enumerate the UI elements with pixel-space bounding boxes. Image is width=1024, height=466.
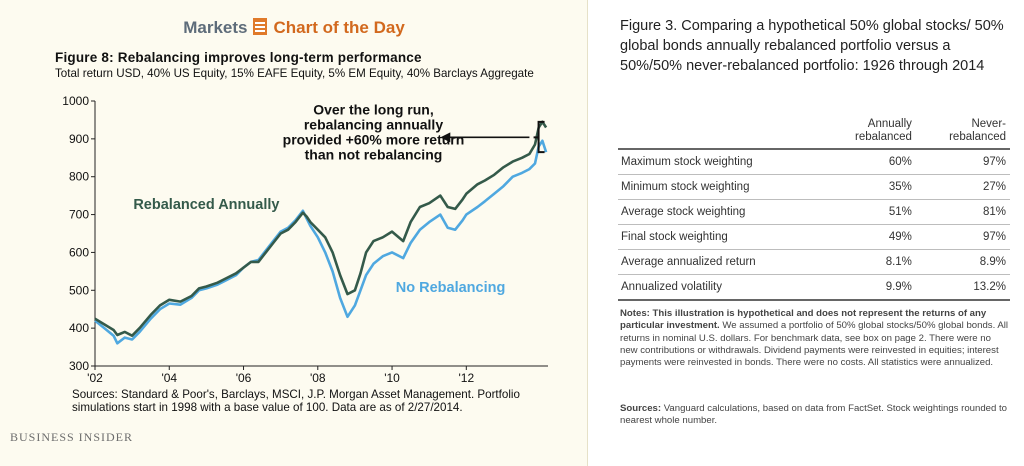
y-tick-label: 500 xyxy=(69,283,89,297)
table-sources: Sources: Vanguard calculations, based on… xyxy=(620,403,1010,428)
row-label: Final stock weighting xyxy=(618,224,822,250)
chart-title: Figure 8: Rebalancing improves long-term… xyxy=(55,50,422,65)
row-label: Average stock weighting xyxy=(618,199,822,225)
notes-text: We assumed a portfolio of 50% global sto… xyxy=(620,320,1009,369)
row-never-value: 27% xyxy=(915,174,1010,200)
comparison-table: Annually rebalanced Never-rebalanced Maxi… xyxy=(618,112,1010,301)
no-rebalancing-label: No Rebalancing xyxy=(396,280,506,296)
chart-sources: Sources: Standard & Poor's, Barclays, MS… xyxy=(72,388,520,414)
sources-text: Vanguard calculations, based on data fro… xyxy=(620,403,1008,427)
series-no-rebalancing-line xyxy=(94,139,548,345)
row-annual-value: 60% xyxy=(821,149,916,175)
y-tick-label: 900 xyxy=(69,132,89,146)
row-label: Average annualized return xyxy=(618,249,822,275)
table-row: Minimum stock weighting 35% 27% xyxy=(618,174,1010,200)
row-annual-value: 49% xyxy=(821,224,916,250)
callout-line: Over the long run, xyxy=(313,101,434,117)
x-tick-label: '02 xyxy=(87,371,103,385)
callout-line: than not rebalancing xyxy=(305,146,443,162)
header-blank xyxy=(618,112,822,150)
row-never-value: 81% xyxy=(915,199,1010,225)
line-chart: 300 400 500 600 700 800 900 1000 '02 '04 '06 '08 '10… xyxy=(62,94,548,385)
callout-arrowhead xyxy=(440,132,451,143)
row-annual-value: 8.1% xyxy=(821,249,916,275)
row-label: Annualized volatility xyxy=(618,274,822,301)
chart-of-the-day-header: Markets Chart of the Day xyxy=(0,18,588,38)
business-insider-logo: BUSINESS INSIDER xyxy=(10,430,134,444)
row-annual-value: 51% xyxy=(821,199,916,225)
header-never-rebalanced: Never-rebalanced xyxy=(915,112,1010,150)
calendar-icon xyxy=(253,18,268,35)
callout-line: rebalancing annually xyxy=(304,116,443,132)
chart-subtitle: Total return USD, 40% US Equity, 15% EAF… xyxy=(55,67,534,80)
y-tick-label: 700 xyxy=(69,208,89,222)
chart-axes: 300 400 500 600 700 800 900 1000 '02 '04 '06 '08 '10… xyxy=(62,94,548,385)
table-notes: Notes: This illustration is hypothetical… xyxy=(620,308,1010,369)
x-tick-label: '08 xyxy=(310,371,326,385)
y-tick-label: 1000 xyxy=(62,94,89,108)
y-tick-label: 800 xyxy=(69,170,89,184)
rebalanced-annually-label: Rebalanced Annually xyxy=(133,197,279,213)
row-never-value: 8.9% xyxy=(915,249,1010,275)
y-tick-label: 400 xyxy=(69,321,89,335)
row-annual-value: 9.9% xyxy=(821,274,916,301)
markets-label: Markets xyxy=(183,18,248,37)
chart-of-the-day-label: Chart of the Day xyxy=(273,18,405,37)
series-layer xyxy=(94,120,548,345)
table-row: Maximum stock weighting 60% 97% xyxy=(618,149,1010,175)
sources-bold: Sources: xyxy=(620,403,662,414)
y-tick-label: 300 xyxy=(69,359,89,373)
callout-line: provided +60% more return xyxy=(283,131,465,147)
row-never-value: 97% xyxy=(915,149,1010,175)
x-tick-label: '10 xyxy=(384,371,400,385)
notes-bold: Notes: This illustration is hypothetical… xyxy=(620,308,987,332)
x-tick-label: '04 xyxy=(161,371,177,385)
y-tick-label: 600 xyxy=(69,245,89,259)
header-annually-rebalanced: Annually rebalanced xyxy=(821,112,916,150)
annotation-layer: Rebalanced Annually No Rebalancing Over th… xyxy=(133,101,545,296)
table-row: Annualized volatility 9.9% 13.2% xyxy=(618,274,1010,301)
series-rebalanced-line xyxy=(94,120,548,338)
table-row: Final stock weighting 49% 97% xyxy=(618,224,1010,250)
x-tick-label: '06 xyxy=(236,371,252,385)
row-label: Maximum stock weighting xyxy=(618,149,822,175)
difference-bracket xyxy=(533,120,545,154)
chart-panel: Markets Chart of the Day Figure 8: Rebala… xyxy=(0,0,588,466)
table-header-row: Annually rebalanced Never-rebalanced xyxy=(618,112,1010,150)
table-caption: Figure 3. Comparing a hypothetical 50% g… xyxy=(620,18,1004,74)
row-never-value: 97% xyxy=(915,224,1010,250)
table-row: Average stock weighting 51% 81% xyxy=(618,199,1010,225)
table-row: Average annualized return 8.1% 8.9% xyxy=(618,249,1010,275)
x-tick-label: '12 xyxy=(458,371,474,385)
table-panel: Figure 3. Comparing a hypothetical 50% g… xyxy=(612,0,1012,466)
row-never-value: 13.2% xyxy=(915,274,1010,301)
row-label: Minimum stock weighting xyxy=(618,174,822,200)
row-annual-value: 35% xyxy=(821,174,916,200)
